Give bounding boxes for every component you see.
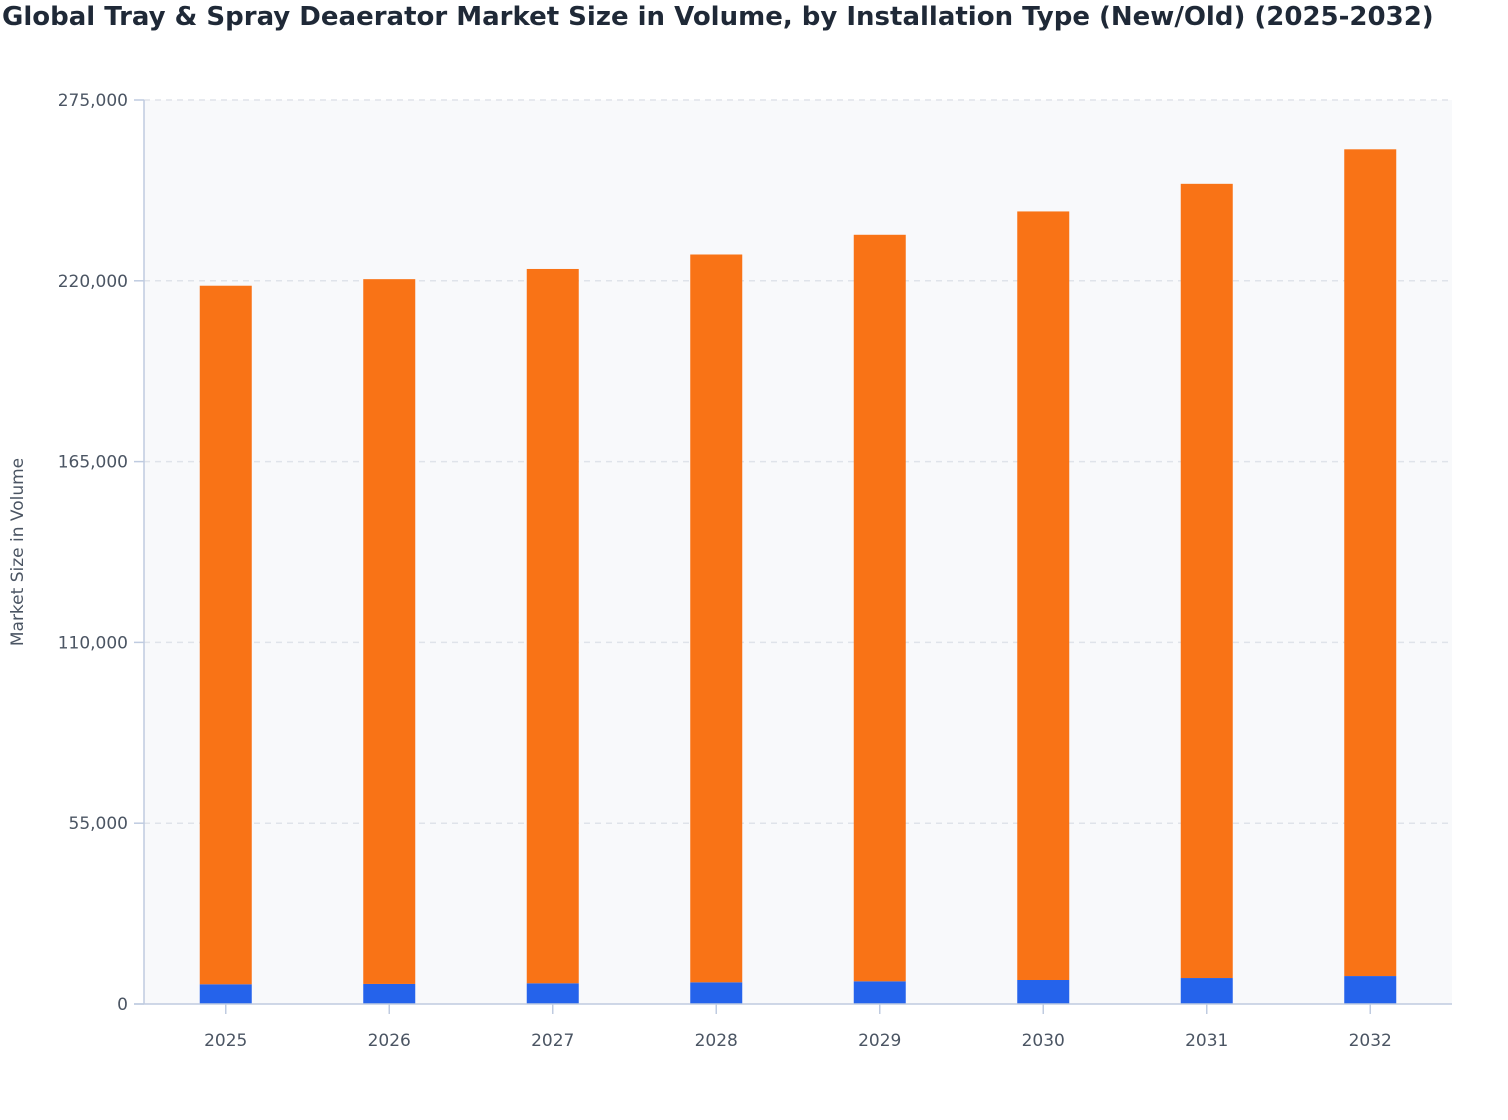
bar-segment-top: [853, 234, 906, 982]
bar-segment-top: [526, 268, 579, 984]
bar-segment-bottom: [690, 982, 743, 1004]
y-tick-label: 0: [117, 995, 128, 1015]
bar-segment-top: [1180, 183, 1233, 979]
x-tick-label: 2025: [204, 1031, 247, 1051]
bar-segment-top: [363, 279, 416, 984]
axes: [134, 100, 1452, 1005]
x-tick-label: 2028: [695, 1031, 738, 1051]
x-tick-label: 2030: [1022, 1031, 1065, 1051]
x-tick-label: 2029: [858, 1031, 901, 1051]
bar-segment-top: [1017, 211, 1070, 981]
bar-segment-bottom: [1017, 980, 1070, 1004]
y-tick-label: 220,000: [58, 272, 128, 292]
plot-background: [144, 100, 1452, 1004]
tick-labels: 0 55,000 110,000 165,000 220,000 275,000 2025 2…: [58, 91, 1392, 1051]
y-axis-title: Market Size in Volume: [8, 458, 28, 646]
x-tick-label: 2027: [531, 1031, 574, 1051]
bar-segment-bottom: [526, 983, 579, 1004]
chart-title: Global Tray & Spray Deaerator Market Siz…: [2, 2, 1434, 32]
bar-segment-bottom: [1180, 978, 1233, 1004]
y-tick-label: 110,000: [58, 633, 128, 653]
x-tick-label: 2031: [1185, 1031, 1228, 1051]
bar-segment-bottom: [199, 984, 252, 1004]
bar-segment-bottom: [1344, 976, 1397, 1004]
y-tick-label: 275,000: [58, 91, 128, 111]
bar-segment-top: [199, 285, 252, 985]
y-tick-label: 55,000: [69, 814, 128, 834]
x-tick-label: 2032: [1349, 1031, 1392, 1051]
bar-segment-bottom: [363, 983, 416, 1004]
gridlines: [134, 99, 1452, 1005]
x-tick-label: 2026: [368, 1031, 411, 1051]
bar-segment-bottom: [853, 981, 906, 1004]
bars: [199, 149, 1397, 1004]
bar-segment-top: [690, 254, 743, 983]
bar-segment-top: [1344, 149, 1397, 977]
y-tick-label: 165,000: [58, 453, 128, 473]
